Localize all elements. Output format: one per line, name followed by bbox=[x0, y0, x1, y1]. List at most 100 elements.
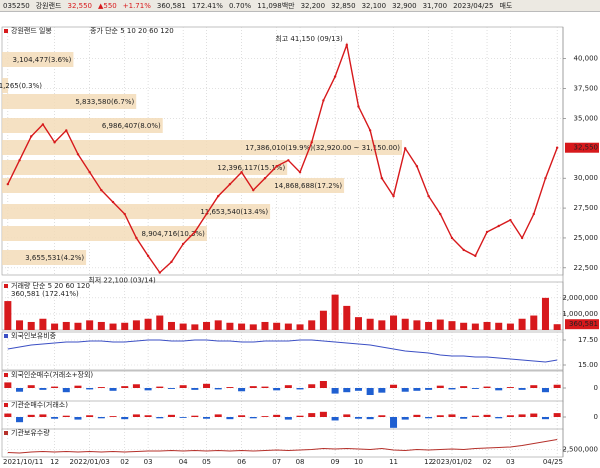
y-tick-label: 15.00 bbox=[578, 361, 598, 369]
y-tick-label: 0 bbox=[594, 413, 598, 421]
bar bbox=[27, 414, 35, 417]
price-point bbox=[404, 147, 407, 150]
bar bbox=[39, 388, 47, 390]
bar bbox=[74, 417, 82, 420]
price-annotation: 최저 22,100 (03/14) bbox=[88, 276, 156, 285]
bar bbox=[51, 323, 59, 330]
bar bbox=[343, 305, 351, 330]
price-point bbox=[158, 271, 161, 274]
price-point bbox=[427, 194, 430, 198]
bar bbox=[273, 388, 281, 391]
bar bbox=[401, 417, 409, 420]
toolbar-item[interactable]: ▲550 bbox=[98, 1, 117, 10]
toolbar-item[interactable]: 360,581 bbox=[156, 1, 186, 10]
toolbar-item[interactable]: 035250 bbox=[3, 1, 30, 10]
price-point bbox=[263, 176, 267, 180]
price-point bbox=[368, 129, 372, 132]
bar bbox=[51, 417, 59, 419]
bar bbox=[16, 417, 24, 423]
bar bbox=[97, 417, 105, 419]
price-point bbox=[345, 43, 348, 47]
panel-frame bbox=[1, 428, 564, 458]
toolbar-item[interactable]: 172.41% bbox=[191, 1, 223, 10]
title-swatch bbox=[4, 373, 8, 377]
bar bbox=[331, 417, 339, 421]
price-point bbox=[181, 242, 185, 246]
x-tick-label: 04/25 bbox=[543, 458, 563, 466]
bar bbox=[179, 385, 187, 388]
bar bbox=[343, 414, 351, 417]
bar bbox=[436, 385, 444, 388]
panel-title: 외국인보유비중 bbox=[11, 331, 57, 340]
price-point bbox=[146, 254, 150, 258]
bar bbox=[390, 315, 398, 330]
bar bbox=[97, 321, 105, 330]
y-tick-label: 0 bbox=[594, 384, 598, 392]
volume-profile-label: 12,396,117(15.1%) bbox=[217, 164, 285, 172]
price-point bbox=[287, 159, 290, 162]
volume-profile-label: 261,265(0.3%) bbox=[0, 82, 42, 90]
volume-profile-bar bbox=[2, 178, 345, 193]
bar bbox=[319, 381, 327, 388]
price-point bbox=[135, 236, 138, 240]
bar bbox=[296, 324, 304, 330]
y-tick-label: 35,000 bbox=[574, 114, 599, 122]
volume-profile-label: 5,833,580(6.7%) bbox=[75, 98, 134, 106]
x-tick-label: 04 bbox=[179, 458, 188, 466]
last-value-label: 360,581 bbox=[569, 320, 598, 328]
toolbar-item[interactable]: 매도 bbox=[499, 1, 513, 10]
toolbar-item[interactable]: 강원랜드 bbox=[35, 1, 62, 10]
toolbar-item[interactable]: 32,200 bbox=[300, 1, 326, 10]
price-point bbox=[357, 105, 360, 108]
toolbar-item[interactable]: 32,850 bbox=[331, 1, 356, 10]
price-point bbox=[170, 260, 173, 264]
bar bbox=[331, 294, 339, 330]
x-tick-label: 12 bbox=[424, 458, 433, 466]
series-line bbox=[7, 439, 558, 454]
volume-profile-bar bbox=[2, 118, 163, 133]
bar bbox=[62, 388, 70, 393]
bar bbox=[226, 387, 234, 388]
y-tick-label: 2,500,000 bbox=[562, 446, 598, 454]
y-tick-label: 25,000 bbox=[574, 234, 599, 242]
volume-profile-bar bbox=[2, 52, 74, 67]
bar bbox=[518, 318, 526, 330]
price-point bbox=[380, 176, 384, 180]
bar bbox=[460, 386, 468, 388]
bar bbox=[495, 388, 503, 391]
bar bbox=[86, 320, 94, 330]
bar bbox=[16, 320, 24, 330]
toolbar-item[interactable]: 32,100 bbox=[361, 1, 387, 10]
bar bbox=[319, 310, 327, 330]
bar bbox=[191, 388, 199, 390]
bar bbox=[132, 384, 140, 388]
price-point bbox=[520, 236, 524, 240]
toolbar-item[interactable]: 11,098백만 bbox=[257, 1, 295, 10]
price-point bbox=[18, 159, 21, 162]
price-point bbox=[509, 218, 512, 222]
toolbar-item[interactable]: +1.71% bbox=[122, 1, 151, 10]
bar bbox=[448, 321, 456, 330]
bar bbox=[144, 318, 152, 330]
bar bbox=[518, 388, 526, 390]
toolbar-item[interactable]: 32,550 bbox=[67, 1, 93, 10]
toolbar-item[interactable]: 32,900 bbox=[392, 1, 417, 10]
bar bbox=[354, 317, 362, 330]
bar bbox=[167, 414, 175, 417]
panel-title: 외국인순매수(거래소+장외) bbox=[11, 370, 93, 379]
toolbar-item[interactable]: 0.70% bbox=[228, 1, 252, 10]
bar bbox=[296, 388, 304, 390]
last-value-tag bbox=[565, 319, 599, 330]
price-point bbox=[392, 194, 395, 198]
title-swatch bbox=[4, 431, 8, 435]
bar bbox=[553, 324, 561, 330]
bar bbox=[460, 322, 468, 330]
bar bbox=[530, 315, 538, 330]
toolbar-item[interactable]: 2023/04/25 bbox=[453, 1, 494, 10]
bar bbox=[156, 386, 164, 388]
bar bbox=[261, 321, 269, 330]
toolbar-item[interactable]: 31,700 bbox=[422, 1, 448, 10]
price-point bbox=[65, 129, 68, 132]
price-point bbox=[485, 230, 489, 234]
